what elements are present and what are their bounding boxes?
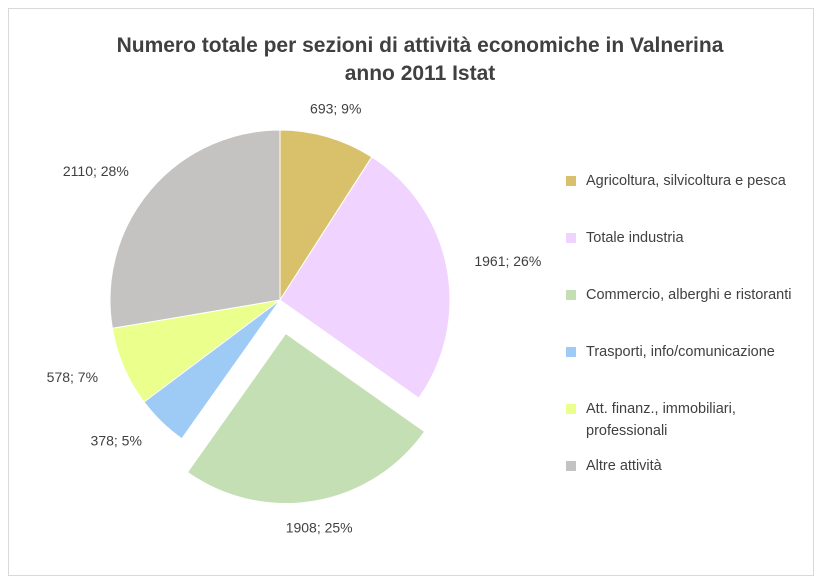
legend-label: Agricoltura, silvicoltura e pesca bbox=[586, 173, 786, 189]
legend-entry: Trasporti, info/comunicazione bbox=[566, 341, 801, 363]
legend-entry: Commercio, alberghi e ristoranti bbox=[566, 284, 801, 306]
data-label: 578; 7% bbox=[47, 369, 98, 385]
legend-swatch bbox=[566, 404, 576, 414]
chart-title: Numero totale per sezioni di attività ec… bbox=[116, 34, 724, 85]
pie-slice bbox=[109, 129, 281, 329]
legend-label: Commercio, alberghi e ristoranti bbox=[586, 287, 792, 303]
legend-label: Totale industria bbox=[586, 230, 684, 246]
data-label: 693; 9% bbox=[310, 101, 361, 117]
legend-swatch bbox=[566, 290, 576, 300]
legend-label: Att. finanz., immobiliari, professionali bbox=[586, 401, 736, 439]
legend-entry: Totale industria bbox=[566, 227, 801, 249]
legend-entry: Att. finanz., immobiliari, professionali bbox=[566, 398, 801, 442]
pie-slice bbox=[279, 156, 451, 399]
data-label: 378; 5% bbox=[91, 433, 142, 449]
legend-swatch bbox=[566, 461, 576, 471]
legend-swatch bbox=[566, 176, 576, 186]
data-label: 2110; 28% bbox=[63, 163, 129, 179]
data-label: 1908; 25% bbox=[286, 519, 353, 535]
chart-frame bbox=[8, 8, 814, 576]
legend-swatch bbox=[566, 347, 576, 357]
legend-entry: Agricoltura, silvicoltura e pesca bbox=[566, 170, 801, 192]
legend-label: Trasporti, info/comunicazione bbox=[586, 344, 775, 360]
legend-label: Altre attività bbox=[586, 458, 662, 474]
pie-slice bbox=[279, 129, 373, 302]
legend-swatch bbox=[566, 233, 576, 243]
legend-entry: Altre attività bbox=[566, 455, 801, 477]
data-label: 1961; 26% bbox=[474, 253, 541, 269]
pie-slice bbox=[186, 332, 426, 504]
